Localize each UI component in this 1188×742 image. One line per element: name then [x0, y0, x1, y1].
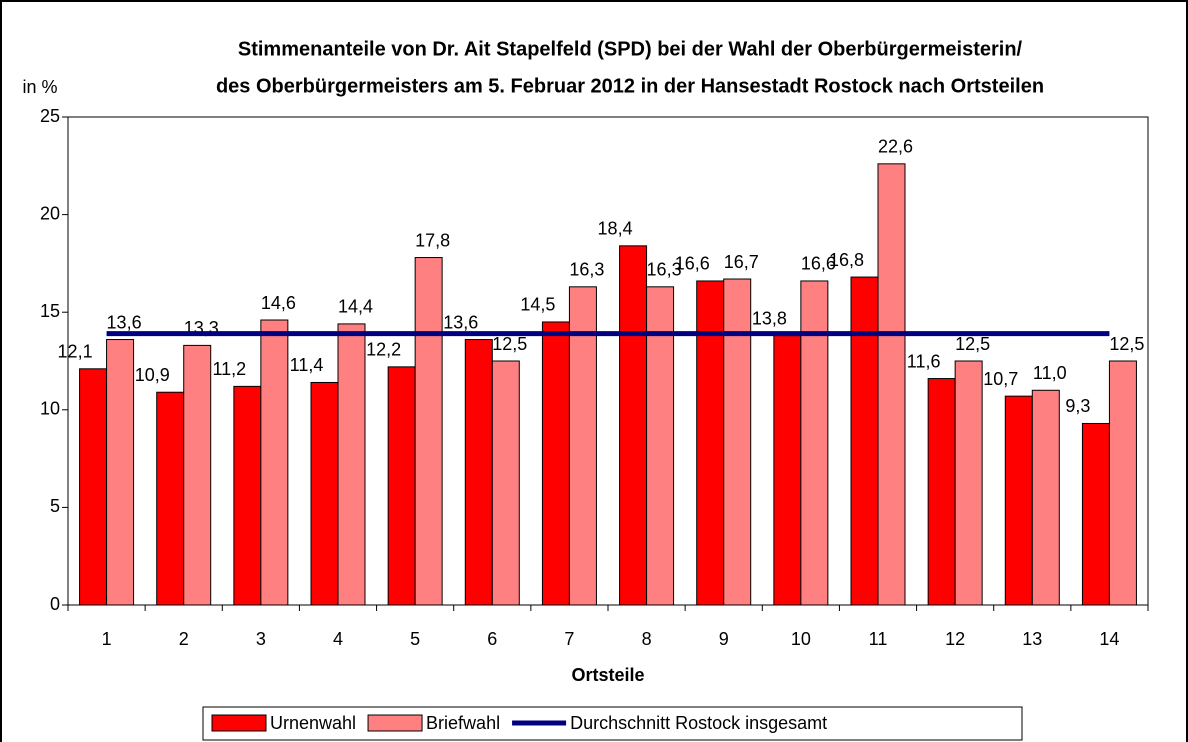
bar	[183, 344, 212, 606]
x-tick-label: 9	[719, 629, 729, 649]
data-label: 11,0	[1033, 363, 1067, 383]
data-label: 10,7	[983, 369, 1018, 389]
data-label: 18,4	[598, 219, 633, 239]
x-tick-label: 2	[179, 629, 189, 649]
data-label: 11,2	[213, 359, 247, 379]
x-axis-label: Ortsteile	[571, 665, 644, 685]
data-label: 12,5	[1109, 334, 1144, 354]
bar	[568, 286, 597, 606]
y-tick-label: 25	[40, 106, 60, 126]
bar	[1004, 395, 1033, 606]
bar	[773, 335, 802, 606]
bar	[156, 391, 185, 606]
legend-label: Durchschnitt Rostock insgesamt	[570, 713, 827, 733]
bar	[1108, 360, 1137, 606]
x-tick-label: 8	[642, 629, 652, 649]
bar	[1031, 389, 1060, 606]
data-label: 10,9	[135, 365, 170, 385]
data-label: 17,8	[415, 230, 450, 250]
bar	[619, 245, 648, 606]
data-label: 12,1	[58, 342, 93, 362]
data-label: 14,4	[338, 297, 373, 317]
bar	[233, 385, 262, 606]
bar	[1081, 422, 1110, 606]
y-tick-label: 5	[50, 496, 60, 516]
data-label: 16,7	[724, 252, 759, 272]
data-label: 16,3	[647, 260, 682, 280]
legend-swatch	[367, 714, 423, 732]
data-label: 16,8	[829, 250, 864, 270]
legend-label: Urnenwahl	[270, 713, 356, 733]
bar	[491, 360, 520, 606]
data-label: 12,2	[366, 340, 401, 360]
y-tick-label: 15	[40, 301, 60, 321]
x-tick-label: 5	[410, 629, 420, 649]
data-label: 12,5	[492, 334, 527, 354]
y-axis-label: in %	[22, 77, 57, 97]
chart-title: des Oberbürgermeisters am 5. Februar 201…	[216, 75, 1044, 97]
chart-title: Stimmenanteile von Dr. Ait Stapelfeld (S…	[238, 38, 1023, 60]
data-label: 22,6	[878, 137, 913, 157]
x-tick-label: 1	[102, 629, 112, 649]
bar	[723, 278, 752, 606]
data-label: 12,5	[955, 334, 990, 354]
x-tick-label: 10	[791, 629, 811, 649]
bar	[387, 366, 416, 606]
bar	[464, 339, 493, 606]
bar	[696, 280, 725, 606]
y-tick-label: 10	[40, 399, 60, 419]
data-label: 16,6	[675, 254, 710, 274]
x-tick-label: 11	[869, 629, 888, 649]
y-tick-label: 20	[40, 203, 60, 223]
data-label: 13,6	[443, 312, 478, 332]
data-label: 9,3	[1065, 396, 1090, 416]
data-label: 16,6	[801, 254, 836, 274]
data-label: 13,8	[752, 308, 787, 328]
x-tick-label: 6	[487, 629, 497, 649]
bar	[414, 257, 443, 606]
bar	[877, 163, 906, 606]
x-tick-label: 14	[1099, 629, 1119, 649]
data-label: 16,3	[569, 260, 604, 280]
data-label: 14,5	[520, 295, 555, 315]
x-tick-label: 3	[256, 629, 266, 649]
y-tick-label: 0	[50, 594, 60, 614]
x-tick-label: 4	[333, 629, 343, 649]
data-label: 11,4	[290, 355, 324, 375]
data-label: 13,6	[107, 312, 142, 332]
legend-swatch	[211, 714, 267, 732]
bar	[310, 381, 339, 606]
bar	[541, 321, 570, 606]
bar	[800, 280, 829, 606]
bar	[850, 276, 879, 606]
bar	[260, 319, 289, 606]
bar	[337, 323, 366, 606]
bar	[954, 360, 983, 606]
bar	[646, 286, 675, 606]
data-label: 11,6	[907, 351, 941, 371]
legend-label: Briefwahl	[426, 713, 500, 733]
x-tick-label: 13	[1022, 629, 1042, 649]
data-label: 14,6	[261, 293, 296, 313]
bar	[927, 378, 956, 606]
legend-box	[202, 706, 1023, 741]
bar	[106, 339, 135, 606]
x-tick-label: 12	[945, 629, 965, 649]
x-tick-label: 7	[564, 629, 574, 649]
bar	[79, 368, 108, 606]
